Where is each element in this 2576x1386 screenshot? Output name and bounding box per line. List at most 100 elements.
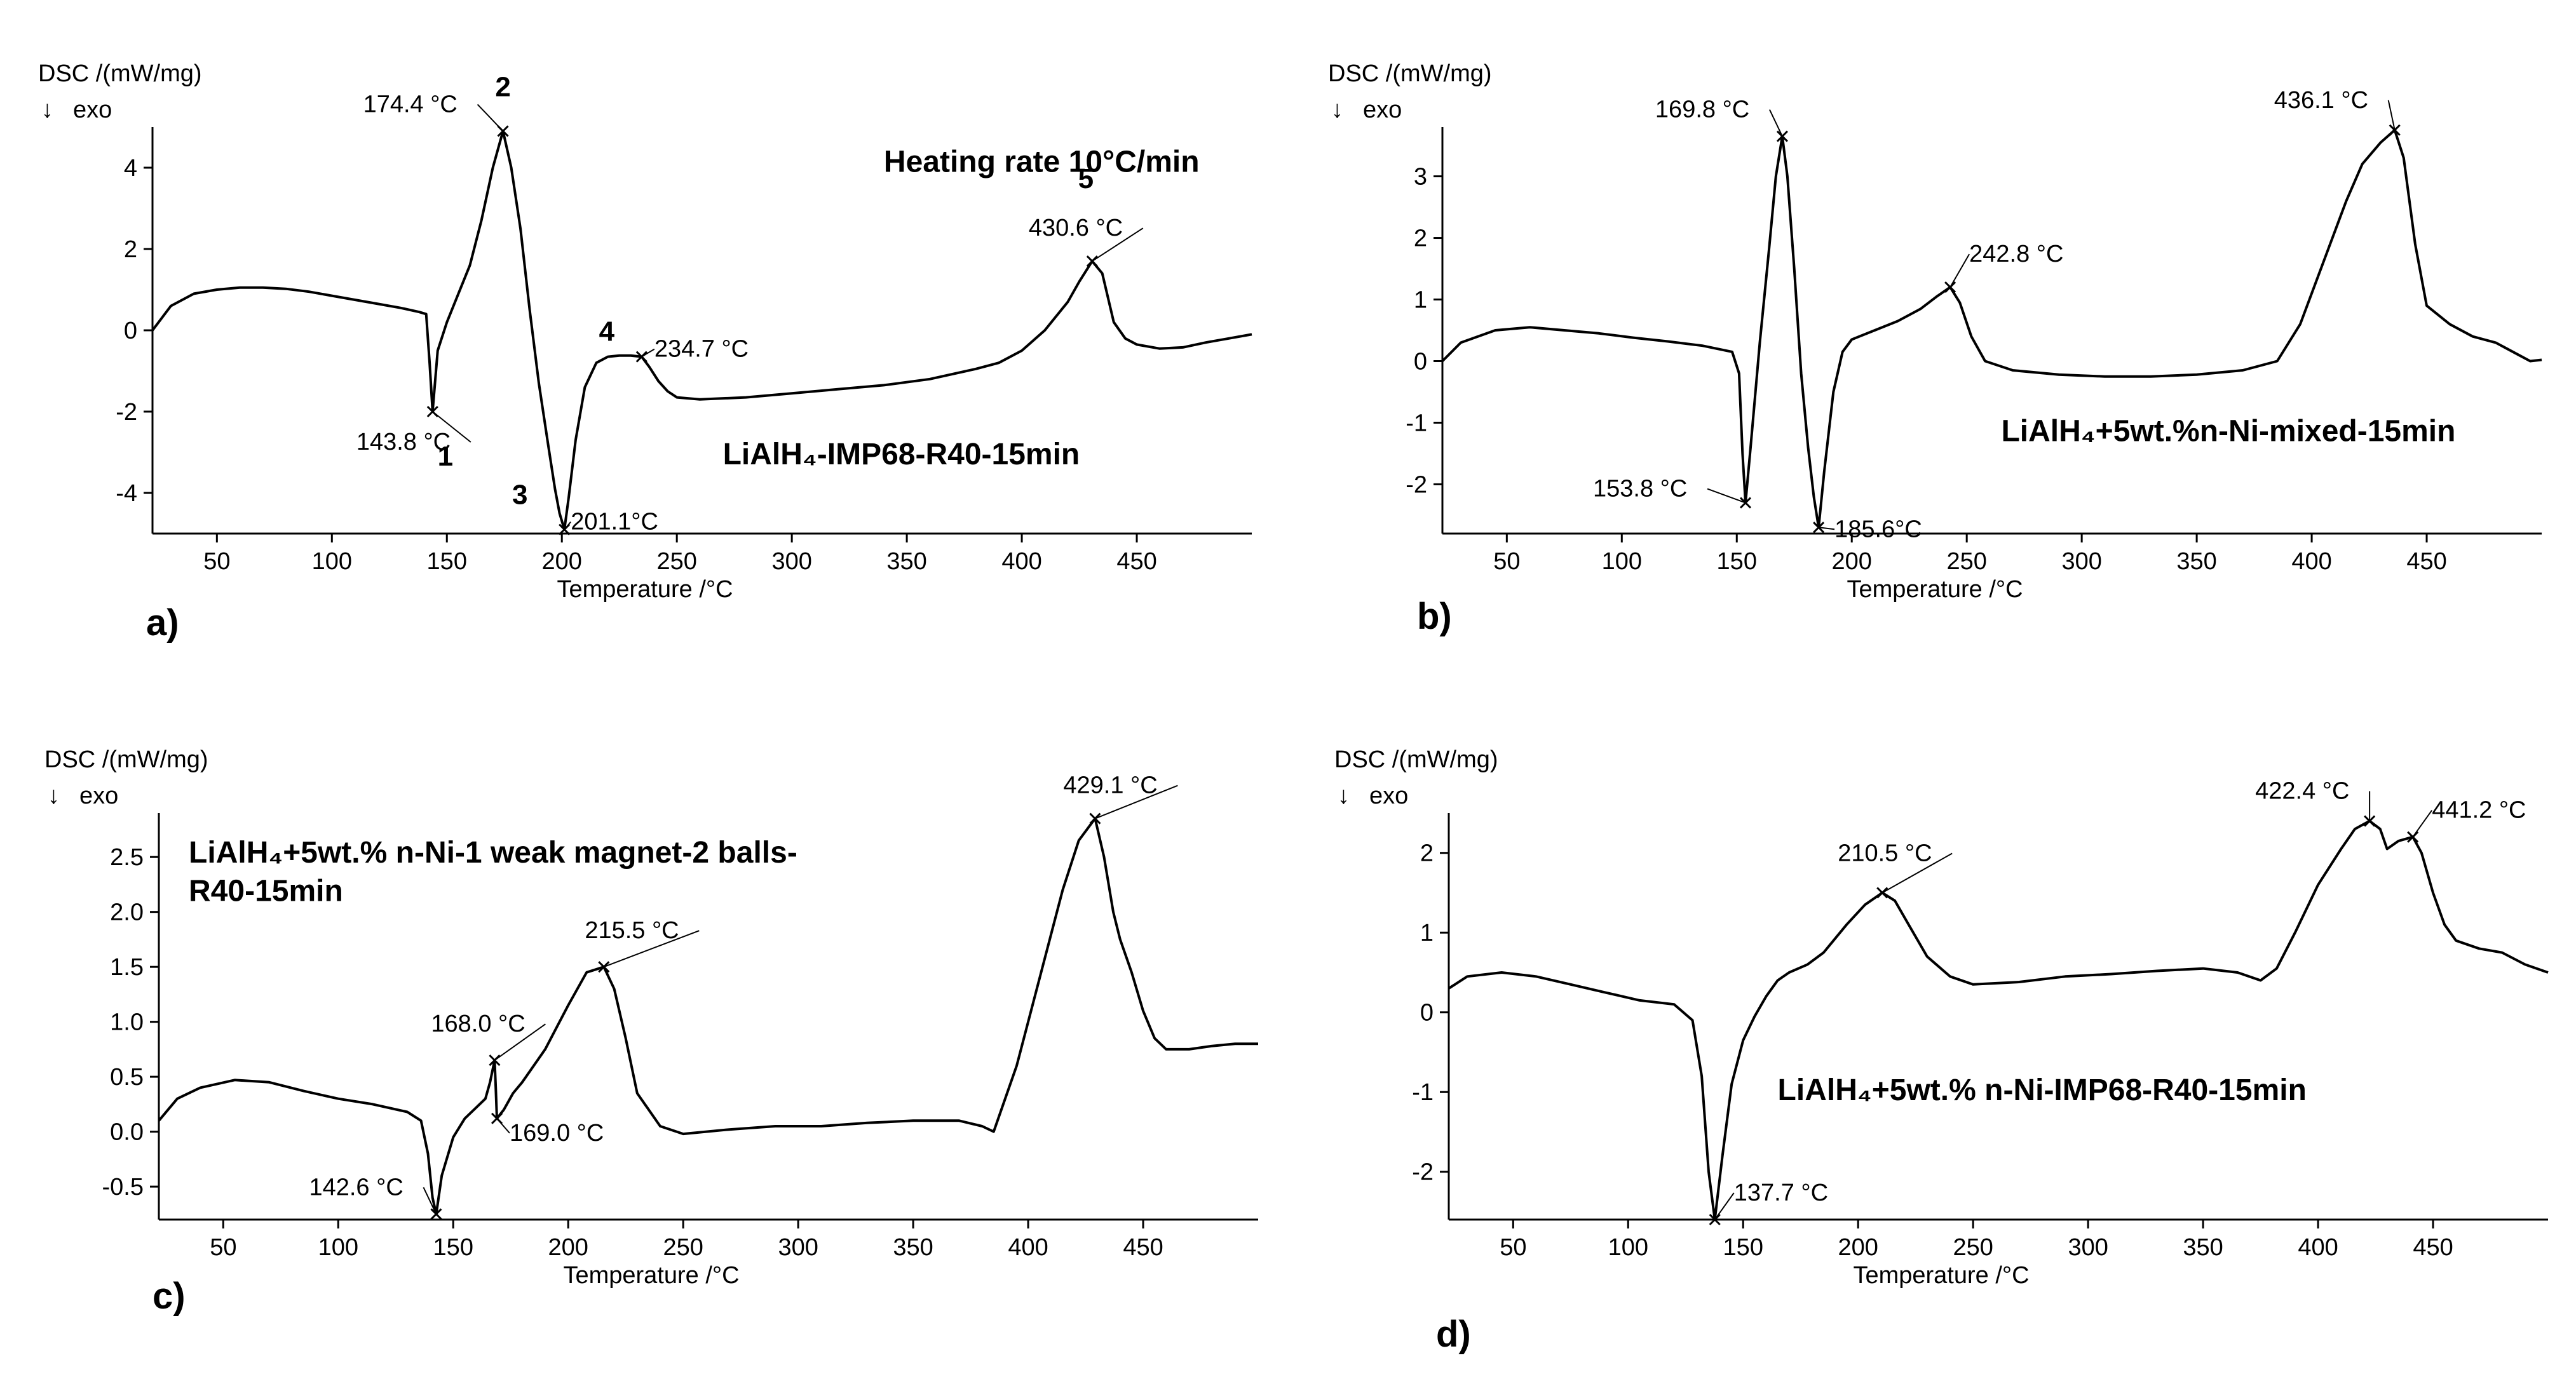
panel-label: b) <box>1417 596 1452 637</box>
y-axis-label: DSC /(mW/mg) <box>1334 746 1498 773</box>
panel-label: c) <box>153 1275 186 1317</box>
peak-number-label: 3 <box>512 480 527 511</box>
peak-temperature-label: 201.1°C <box>571 509 658 535</box>
y-tick-label: 0.0 <box>110 1119 144 1146</box>
annotation-leader <box>564 521 571 530</box>
peak-temperature-label: 422.4 °C <box>2255 778 2349 805</box>
peak-temperature-label: 143.8 °C <box>356 429 451 455</box>
dsc-curve <box>1441 128 2542 529</box>
x-tick-label: 350 <box>893 1234 933 1261</box>
dsc-curve <box>158 817 1258 1216</box>
annotation-leader <box>1769 109 1783 137</box>
peak-temperature-label: 234.7 °C <box>654 336 749 363</box>
x-tick-label: 200 <box>1832 548 1872 575</box>
panel-d: 2 1 0 -1 -2 50 100 150 200 250 300 350 400 450 DSC /(m… <box>1334 746 2549 1355</box>
y-tick-label: 0 <box>1420 1000 1434 1026</box>
x-tick-label: 50 <box>210 1234 236 1261</box>
x-tick-label: 250 <box>656 548 696 575</box>
y-tick-label: 0 <box>124 318 137 344</box>
x-tick-label: 200 <box>542 548 582 575</box>
y-tick-label: 0.5 <box>110 1064 144 1091</box>
peak-temperature-label: 168.0 °C <box>431 1011 525 1037</box>
x-tick-label: 250 <box>1946 548 1986 575</box>
peak-temperature-label: 215.5 °C <box>585 917 679 944</box>
exo-arrow-icon: ↓ <box>48 783 60 809</box>
x-tick-label: 100 <box>312 548 352 575</box>
y-tick-label: -1 <box>1406 410 1427 436</box>
x-tick-label: 100 <box>318 1234 358 1261</box>
y-tick-label: 0 <box>1414 348 1427 375</box>
x-tick-label: 450 <box>2406 548 2446 575</box>
exo-arrow-icon: ↓ <box>41 97 53 123</box>
x-tick-label: 100 <box>1608 1234 1648 1261</box>
annotation-leader <box>2387 100 2396 131</box>
y-tick-label: 4 <box>124 155 137 182</box>
annotation-leader <box>1707 488 1746 504</box>
x-tick-label: 150 <box>427 548 467 575</box>
peak-temperature-label: 429.1 °C <box>1063 772 1157 799</box>
x-tick-label: 400 <box>1008 1234 1048 1261</box>
annotation-leader <box>477 104 504 132</box>
x-tick-label: 150 <box>1717 548 1757 575</box>
panel-c: 2.5 2.0 1.5 1.0 0.5 0.0 -0.5 50 100 150 200 250 300 3… <box>44 746 1258 1317</box>
y-tick-label: 1.5 <box>110 954 144 981</box>
peak-temperature-label: 169.0 °C <box>510 1120 604 1147</box>
exo-label: exo <box>1369 783 1408 809</box>
x-tick-label: 300 <box>2061 548 2101 575</box>
annotation-leader <box>494 1023 546 1061</box>
peak-number-label: 1 <box>438 441 453 472</box>
sample-label: R40-15min <box>189 874 343 908</box>
annotation-leader <box>1818 527 1835 530</box>
panel-label: d) <box>1436 1314 1471 1355</box>
y-axis-label: DSC /(mW/mg) <box>44 746 208 773</box>
annotation-leader <box>1714 1192 1735 1220</box>
x-tick-label: 400 <box>2298 1234 2338 1261</box>
y-tick-label: -0.5 <box>102 1174 144 1201</box>
sample-label: Heating rate 10°C/min <box>884 145 1200 178</box>
x-axis-label: Temperature /°C <box>1847 576 2023 603</box>
peak-number-label: 4 <box>599 316 615 347</box>
x-tick-label: 350 <box>886 548 926 575</box>
x-tick-label: 150 <box>433 1234 473 1261</box>
exo-label: exo <box>79 783 118 809</box>
x-axis-label: Temperature /°C <box>563 1262 739 1289</box>
x-tick-label: 300 <box>771 548 811 575</box>
sample-label: LiAlH₄+5wt.%n-Ni-mixed-15min <box>2001 415 2455 448</box>
y-tick-label: -2 <box>1406 471 1427 498</box>
y-tick-label: -1 <box>1412 1079 1434 1106</box>
x-tick-label: 50 <box>203 548 230 575</box>
x-tick-label: 50 <box>1500 1234 1526 1261</box>
peak-temperature-label: 169.8 °C <box>1655 97 1749 123</box>
y-tick-label: -2 <box>116 399 137 426</box>
y-tick-label: -4 <box>116 480 137 507</box>
y-tick-label: 2.5 <box>110 844 144 871</box>
x-axis-label: Temperature /°C <box>557 576 733 603</box>
y-tick-label: 2 <box>124 236 137 263</box>
dsc-curve <box>151 130 1252 531</box>
x-tick-label: 300 <box>778 1234 818 1261</box>
x-axis-label: Temperature /°C <box>1853 1262 2029 1289</box>
x-tick-label: 250 <box>1953 1234 1993 1261</box>
peak-temperature-label: 153.8 °C <box>1593 476 1687 502</box>
peak-number-label: 5 <box>1078 163 1094 194</box>
peak-temperature-label: 210.5 °C <box>1838 840 1932 866</box>
y-tick-label: 2 <box>1414 225 1427 252</box>
x-tick-label: 300 <box>2068 1234 2108 1261</box>
y-tick-label: 3 <box>1414 164 1427 191</box>
y-axis-label: DSC /(mW/mg) <box>1328 60 1492 87</box>
peak-number-label: 2 <box>495 71 510 102</box>
y-tick-label: 2 <box>1420 840 1434 867</box>
dsc-curve <box>1447 819 2549 1221</box>
x-tick-label: 250 <box>663 1234 703 1261</box>
exo-arrow-icon: ↓ <box>1338 783 1350 809</box>
annotation-leader <box>423 1187 437 1214</box>
panel-b: 3 2 1 0 -1 -2 50 100 150 200 250 300 350 400 450 DSC /(… <box>1328 60 2542 637</box>
x-tick-label: 400 <box>1001 548 1041 575</box>
y-tick-label: 1.0 <box>110 1009 144 1036</box>
peak-temperature-label: 142.6 °C <box>309 1174 403 1201</box>
y-tick-label: 2.0 <box>110 899 144 926</box>
exo-label: exo <box>73 97 112 123</box>
sample-label: LiAlH₄+5wt.% n-Ni-IMP68-R40-15min <box>1778 1073 2307 1107</box>
y-axis-label: DSC /(mW/mg) <box>38 60 202 87</box>
